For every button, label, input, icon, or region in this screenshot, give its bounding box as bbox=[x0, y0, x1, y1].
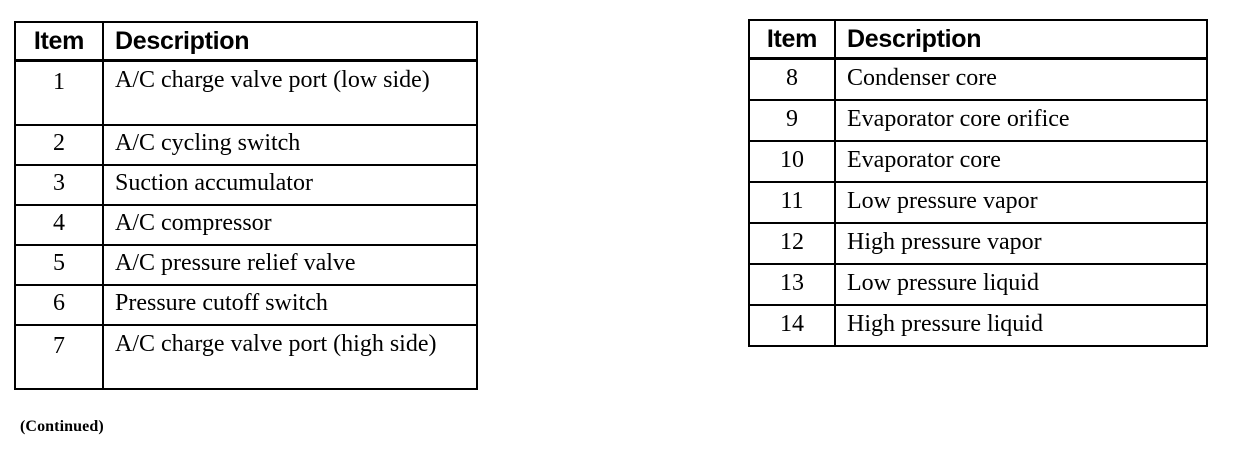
cell-description: Evaporator core orifice bbox=[834, 98, 1208, 142]
cell-description: High pressure liquid bbox=[834, 303, 1208, 347]
cell-description: High pressure vapor bbox=[834, 221, 1208, 265]
table-body-right: 8 Condenser core 9 Evaporator core orifice 1… bbox=[748, 57, 1208, 347]
cell-item-number: 13 bbox=[748, 262, 836, 306]
table-row: 1 A/C charge valve port (low side) bbox=[14, 59, 478, 126]
cell-item-number: 2 bbox=[14, 123, 104, 166]
cell-item-number: 1 bbox=[14, 59, 104, 126]
cell-description: A/C cycling switch bbox=[102, 123, 478, 166]
table-row: 14 High pressure liquid bbox=[748, 303, 1208, 347]
cell-item-number: 5 bbox=[14, 243, 104, 286]
header-row: Item Description bbox=[14, 21, 478, 62]
table-row: 4 A/C compressor bbox=[14, 203, 478, 246]
table-header-left: Item Description bbox=[14, 21, 478, 62]
cell-item-number: 7 bbox=[14, 323, 104, 390]
cell-item-number: 6 bbox=[14, 283, 104, 326]
cell-item-number: 9 bbox=[748, 98, 836, 142]
cell-description: Condenser core bbox=[834, 57, 1208, 101]
cell-item-number: 3 bbox=[14, 163, 104, 206]
legend-table-right: Item Description 8 Condenser core 9 Evapora… bbox=[748, 19, 1208, 347]
cell-item-number: 8 bbox=[748, 57, 836, 101]
table-row: 7 A/C charge valve port (high side) bbox=[14, 323, 478, 390]
table-row: 10 Evaporator core bbox=[748, 139, 1208, 183]
table-body-left: 1 A/C charge valve port (low side) 2 A/C cy… bbox=[14, 59, 478, 390]
column-header-description: Description bbox=[834, 19, 1208, 60]
cell-description: A/C compressor bbox=[102, 203, 478, 246]
cell-description: Pressure cutoff switch bbox=[102, 283, 478, 326]
cell-item-number: 11 bbox=[748, 180, 836, 224]
cell-description: A/C pressure relief valve bbox=[102, 243, 478, 286]
cell-description: A/C charge valve port (low side) bbox=[102, 59, 478, 126]
table-row: 6 Pressure cutoff switch bbox=[14, 283, 478, 326]
cell-description: Evaporator core bbox=[834, 139, 1208, 183]
cell-description: Suction accumulator bbox=[102, 163, 478, 206]
table-row: 9 Evaporator core orifice bbox=[748, 98, 1208, 142]
column-header-item: Item bbox=[748, 19, 836, 60]
cell-description: Low pressure liquid bbox=[834, 262, 1208, 306]
table-row: 12 High pressure vapor bbox=[748, 221, 1208, 265]
cell-description: A/C charge valve port (high side) bbox=[102, 323, 478, 390]
table-row: 13 Low pressure liquid bbox=[748, 262, 1208, 306]
column-header-description: Description bbox=[102, 21, 478, 62]
table-row: 2 A/C cycling switch bbox=[14, 123, 478, 166]
table-row: 11 Low pressure vapor bbox=[748, 180, 1208, 224]
legend-table-left: Item Description 1 A/C charge valve port … bbox=[14, 21, 478, 390]
header-row: Item Description bbox=[748, 19, 1208, 60]
cell-item-number: 10 bbox=[748, 139, 836, 183]
table-header-right: Item Description bbox=[748, 19, 1208, 60]
table-row: 5 A/C pressure relief valve bbox=[14, 243, 478, 286]
table-row: 8 Condenser core bbox=[748, 57, 1208, 101]
column-header-item: Item bbox=[14, 21, 104, 62]
table-row: 3 Suction accumulator bbox=[14, 163, 478, 206]
cell-item-number: 14 bbox=[748, 303, 836, 347]
cell-item-number: 12 bbox=[748, 221, 836, 265]
cell-item-number: 4 bbox=[14, 203, 104, 246]
continued-note: (Continued) bbox=[20, 418, 104, 435]
cell-description: Low pressure vapor bbox=[834, 180, 1208, 224]
